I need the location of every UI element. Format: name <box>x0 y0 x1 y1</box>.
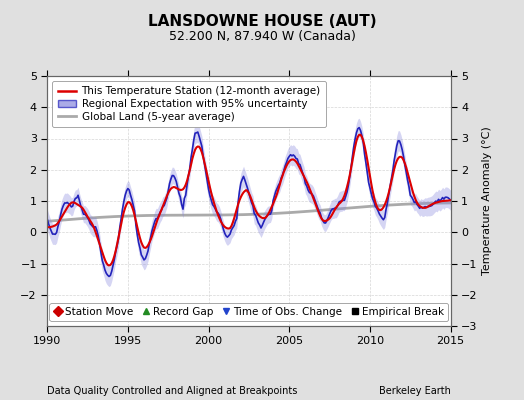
Text: 52.200 N, 87.940 W (Canada): 52.200 N, 87.940 W (Canada) <box>169 30 355 43</box>
Text: Data Quality Controlled and Aligned at Breakpoints: Data Quality Controlled and Aligned at B… <box>47 386 298 396</box>
Text: Berkeley Earth: Berkeley Earth <box>379 386 451 396</box>
Legend: Station Move, Record Gap, Time of Obs. Change, Empirical Break: Station Move, Record Gap, Time of Obs. C… <box>49 303 449 321</box>
Y-axis label: Temperature Anomaly (°C): Temperature Anomaly (°C) <box>482 127 492 275</box>
Text: LANSDOWNE HOUSE (AUT): LANSDOWNE HOUSE (AUT) <box>148 14 376 29</box>
